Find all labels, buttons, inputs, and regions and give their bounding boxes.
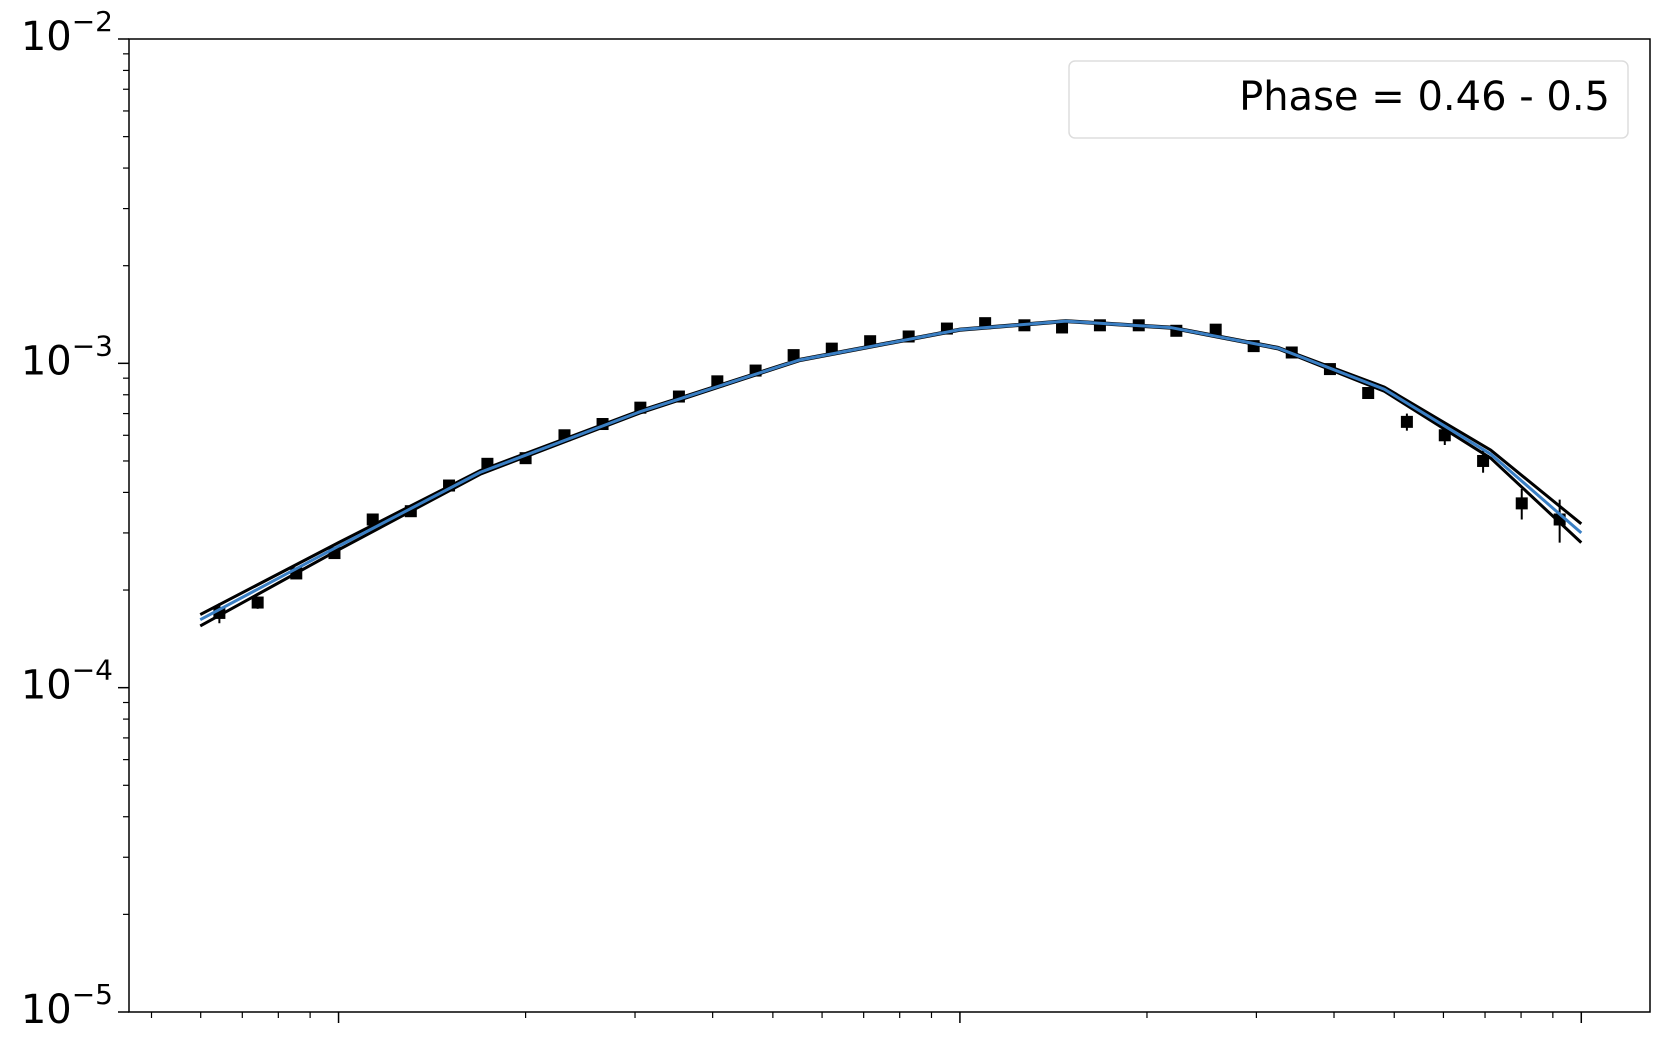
legend-label: Phase = 0.46 - 0.5 [1239,74,1610,120]
legend-box [1068,60,1629,139]
model-line [199,319,1583,622]
data-point [1400,415,1413,428]
y-tick-exponent: −4 [72,654,113,687]
data-point [251,596,264,609]
plot-area [199,317,1583,628]
y-tick-exponent: −3 [72,329,113,362]
y-tick-label: 10−3 [21,329,113,384]
axes-frame [128,38,1651,1013]
data-point [1056,321,1069,334]
data-point [1515,497,1528,510]
y-tick-label: 10−5 [21,978,113,1033]
y-tick-base: 10 [21,338,72,384]
data-point [787,349,800,362]
data-point [1477,454,1490,467]
y-tick-base: 10 [21,14,72,60]
y-tick-exponent: −5 [72,978,113,1011]
y-tick-exponent: −2 [72,5,113,38]
y-tick-label: 10−4 [21,654,113,709]
y-tick-base: 10 [21,987,72,1033]
data-point [1209,323,1222,336]
data-point [1362,387,1375,400]
y-tick-base: 10 [21,663,72,709]
y-tick-label: 10−2 [21,5,113,60]
